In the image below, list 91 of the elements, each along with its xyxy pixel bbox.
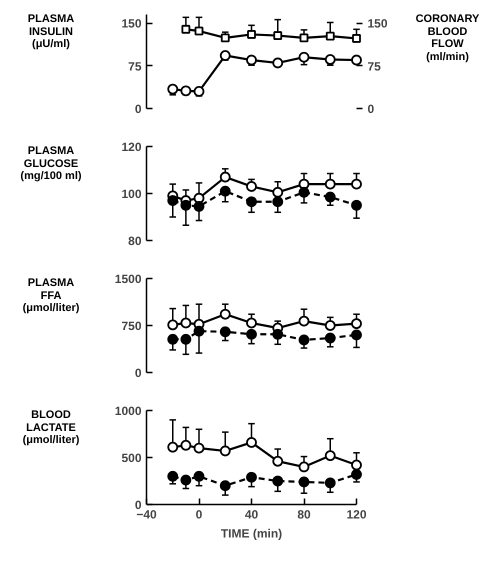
point bbox=[220, 446, 231, 456]
point bbox=[298, 334, 310, 346]
y-tick-label: 1000 bbox=[114, 404, 142, 418]
point bbox=[246, 54, 257, 66]
point bbox=[194, 192, 204, 204]
point bbox=[324, 477, 336, 488]
point bbox=[246, 472, 257, 483]
point bbox=[272, 456, 284, 467]
point bbox=[272, 186, 284, 198]
point bbox=[220, 186, 231, 197]
x-tick-label: 0 bbox=[196, 508, 203, 522]
point bbox=[220, 326, 231, 338]
point bbox=[180, 440, 192, 451]
point bbox=[351, 318, 362, 330]
y-tick-label: 750 bbox=[121, 319, 142, 333]
y-tick-label: 1500 bbox=[114, 272, 142, 286]
point bbox=[220, 33, 230, 42]
y-tick-label: 150 bbox=[121, 16, 142, 31]
point bbox=[220, 308, 231, 320]
point bbox=[167, 319, 178, 330]
point bbox=[351, 460, 362, 470]
point bbox=[167, 84, 178, 95]
point bbox=[298, 476, 310, 488]
point bbox=[298, 186, 310, 198]
point bbox=[194, 201, 204, 212]
point bbox=[273, 31, 282, 40]
point bbox=[194, 470, 204, 482]
point bbox=[180, 85, 192, 96]
point bbox=[194, 86, 204, 97]
point bbox=[246, 196, 257, 208]
point bbox=[167, 195, 178, 206]
point bbox=[167, 334, 178, 345]
point bbox=[351, 469, 362, 480]
point bbox=[194, 26, 204, 36]
y-tick-label: 100 bbox=[121, 187, 142, 201]
point bbox=[246, 318, 257, 328]
y-tick-label: 0 bbox=[134, 366, 142, 380]
point bbox=[246, 328, 257, 340]
point bbox=[272, 196, 284, 208]
y-axis-title: PLASMA INSULIN (μU/ml) bbox=[28, 13, 74, 51]
point bbox=[298, 52, 310, 63]
point bbox=[220, 480, 231, 492]
point bbox=[194, 326, 204, 337]
x-axis-title: TIME (min) bbox=[220, 526, 282, 540]
point bbox=[352, 34, 361, 43]
point bbox=[272, 58, 284, 68]
y2-tick-label: 150 bbox=[368, 16, 388, 31]
point bbox=[298, 462, 310, 472]
point bbox=[180, 200, 192, 211]
point bbox=[181, 24, 190, 34]
point bbox=[324, 320, 336, 331]
y-tick-label: 120 bbox=[121, 140, 142, 154]
y-tick-label: 80 bbox=[128, 234, 142, 248]
point bbox=[272, 328, 284, 340]
point bbox=[324, 54, 336, 65]
x-tick-label: 40 bbox=[244, 508, 258, 522]
point bbox=[246, 181, 257, 192]
point bbox=[324, 332, 336, 344]
y-tick-label: 500 bbox=[121, 451, 142, 465]
x-tick-label: 80 bbox=[297, 508, 311, 522]
point bbox=[220, 172, 231, 182]
y2-tick-label: 0 bbox=[368, 102, 374, 116]
point bbox=[298, 178, 310, 190]
y-axis-title: PLASMA FFA (μmol/liter) bbox=[22, 277, 80, 315]
point bbox=[167, 442, 178, 453]
point bbox=[298, 316, 310, 327]
point bbox=[351, 54, 362, 66]
y-axis-title: BLOOD LACTATE (μmol/liter) bbox=[22, 409, 80, 447]
y-axis-title: PLASMA GLUCOSE (mg/100 ml) bbox=[20, 145, 82, 183]
y2-axis-title: CORONARY BLOOD FLOW (ml/min) bbox=[416, 13, 480, 64]
point bbox=[247, 30, 256, 39]
point bbox=[246, 437, 257, 448]
point bbox=[167, 470, 178, 482]
point bbox=[220, 50, 231, 61]
point bbox=[272, 476, 284, 486]
point bbox=[180, 334, 192, 345]
point bbox=[324, 192, 336, 202]
point bbox=[351, 330, 362, 340]
point bbox=[351, 200, 362, 211]
point bbox=[324, 450, 336, 462]
y-tick-label: 75 bbox=[128, 59, 142, 74]
point bbox=[324, 178, 336, 190]
point bbox=[326, 32, 335, 41]
x-tick-label: 120 bbox=[346, 508, 367, 522]
point bbox=[351, 178, 362, 190]
point bbox=[194, 442, 204, 454]
point bbox=[300, 33, 308, 42]
point bbox=[180, 474, 192, 486]
y2-tick-label: 75 bbox=[368, 59, 382, 74]
y-tick-label: 0 bbox=[134, 102, 142, 116]
point bbox=[180, 318, 192, 328]
